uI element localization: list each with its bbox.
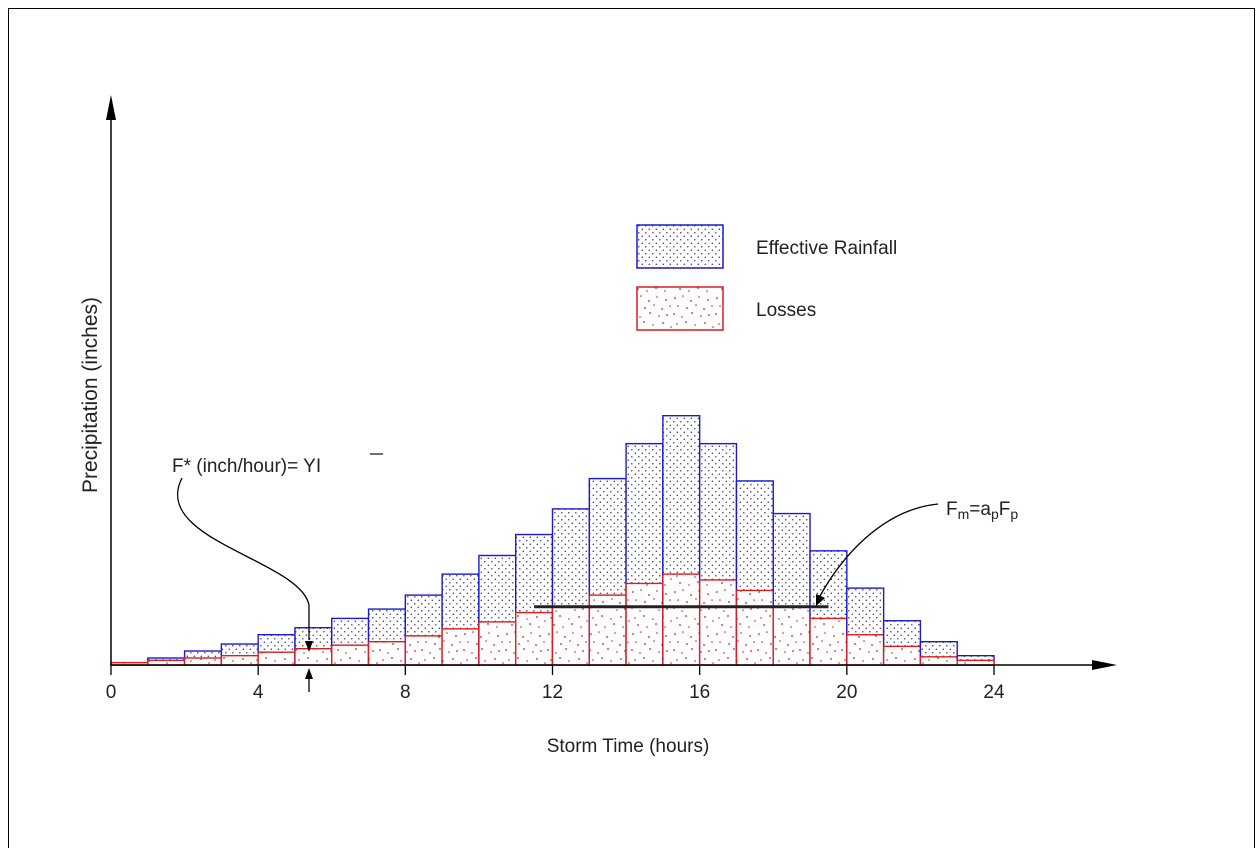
losses-bar [367,641,407,666]
legend-label-losses: Losses [756,300,816,321]
x-ticks: 0 4 8 12 16 20 24 [106,665,1005,703]
fm-arrow-head [816,594,825,606]
bars-layer [110,414,995,666]
losses-bar [515,611,554,666]
fstar-arrow-up [305,668,313,679]
losses-bar [404,635,443,666]
legend-swatch-losses [636,286,724,331]
losses-bar [220,654,259,666]
x-tick-label: 12 [542,682,563,703]
x-tick-label: 24 [983,682,1005,703]
losses-bar [551,606,590,666]
losses-bar [478,621,517,666]
x-tick-label: 16 [689,682,710,703]
x-tick-label: 20 [836,682,857,703]
x-axis-label: Storm Time (hours) [547,736,710,757]
losses-bar [662,573,701,666]
losses-bar [441,628,480,666]
losses-bar [331,644,370,666]
axes [106,95,1117,670]
fstar-arrow-down [305,641,313,652]
legend-swatch-effective-rainfall [636,224,724,269]
losses-bar [772,606,811,666]
annotation-fstar: F* (inch/hour)= YI [172,453,383,692]
losses-bar [846,634,885,666]
x-tick-label: 8 [400,682,411,703]
x-axis-arrowhead [1092,660,1117,670]
losses-bar [625,582,664,666]
fm-leader-curve [819,503,939,597]
fstar-leader-curve [177,477,310,640]
losses-bar [919,656,958,666]
y-axis-label: Precipitation (inches) [79,297,102,493]
losses-bar [257,651,296,666]
legend-label-effective-rainfall: Effective Rainfall [756,238,897,259]
x-tick-label: 0 [106,682,117,703]
legend: Effective Rainfall Losses [636,224,897,331]
figure-frame [8,8,1255,848]
losses-bar [183,657,223,666]
annotation-fstar-text: F* (inch/hour)= YI [172,456,321,477]
losses-bar [294,647,333,666]
annotation-fm-text: Fm=apFp [946,499,1018,522]
losses-bar [882,645,922,666]
x-tick-label: 4 [253,682,264,703]
losses-bar [735,589,774,666]
losses-bar [809,617,848,666]
annotation-fm: Fm=apFp [816,499,1018,606]
losses-bar [698,579,738,666]
y-axis-arrowhead [106,95,116,120]
